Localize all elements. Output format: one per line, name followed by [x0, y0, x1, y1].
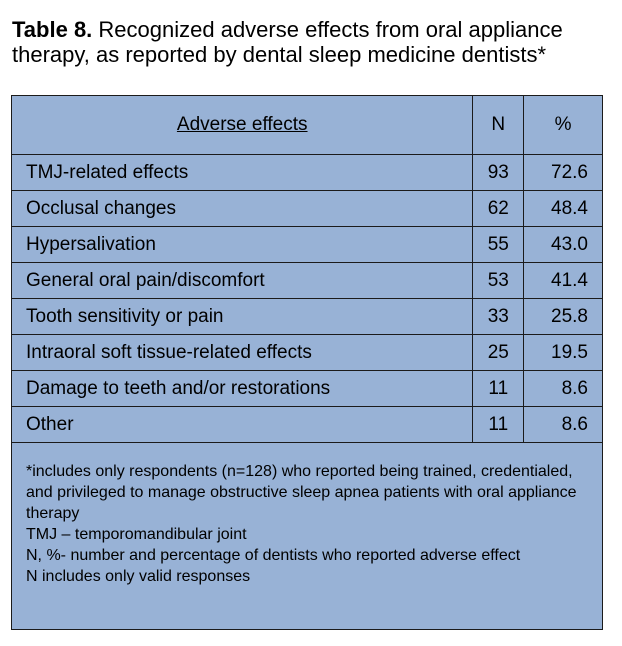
effect-cell: Other — [10, 406, 474, 443]
effect-cell: General oral pain/discomfort — [10, 262, 474, 299]
effect-cell: Damage to teeth and/or restorations — [10, 370, 474, 407]
adverse-effects-table: Adverse effects N % TMJ-related effects … — [10, 95, 603, 630]
header-adverse-effects: Adverse effects — [10, 95, 474, 155]
n-cell: 11 — [472, 406, 525, 443]
table-row: Damage to teeth and/or restorations 11 8… — [10, 370, 603, 407]
n-cell: 55 — [472, 226, 525, 263]
percent-cell: 8.6 — [523, 406, 603, 443]
header-row: Adverse effects N % — [10, 95, 603, 155]
footnote-n-percent: N, %- number and percentage of dentists … — [26, 547, 521, 564]
effect-cell: Hypersalivation — [10, 226, 474, 263]
percent-cell: 19.5 — [523, 334, 603, 371]
percent-cell: 43.0 — [523, 226, 603, 263]
header-n: N — [472, 95, 525, 155]
n-cell: 62 — [472, 190, 525, 227]
n-cell: 93 — [472, 154, 525, 191]
table-row: Other 11 8.6 — [10, 406, 603, 443]
n-cell: 33 — [472, 298, 525, 335]
effect-cell: Occlusal changes — [10, 190, 474, 227]
footnote-row: *includes only respondents (n=128) who r… — [11, 442, 603, 630]
effect-cell: Intraoral soft tissue-related effects — [10, 334, 474, 371]
table-row: Intraoral soft tissue-related effects 25… — [10, 334, 603, 371]
table-row: Tooth sensitivity or pain 33 25.8 — [10, 298, 603, 335]
table-row: Occlusal changes 62 48.4 — [10, 190, 603, 227]
footnote-valid-responses: N includes only valid responses — [26, 568, 251, 585]
table-title: Recognized adverse effects from oral app… — [12, 17, 563, 67]
table-label: Table 8. — [12, 17, 93, 42]
percent-cell: 25.8 — [523, 298, 603, 335]
table-row: General oral pain/discomfort 53 41.4 — [10, 262, 603, 299]
percent-cell: 48.4 — [523, 190, 603, 227]
effect-cell: Tooth sensitivity or pain — [10, 298, 474, 335]
percent-cell: 72.6 — [523, 154, 603, 191]
n-cell: 11 — [472, 370, 525, 407]
effect-cell: TMJ-related effects — [10, 154, 474, 191]
table-row: TMJ-related effects 93 72.6 — [10, 154, 603, 191]
table-row: Hypersalivation 55 43.0 — [10, 226, 603, 263]
table-footnotes: *includes only respondents (n=128) who r… — [11, 442, 603, 630]
percent-cell: 8.6 — [523, 370, 603, 407]
footnote-tmj: TMJ – temporomandibular joint — [26, 526, 247, 543]
n-cell: 53 — [472, 262, 525, 299]
n-cell: 25 — [472, 334, 525, 371]
footnote-respondents: *includes only respondents (n=128) who r… — [26, 463, 577, 522]
header-percent: % — [523, 95, 603, 155]
percent-cell: 41.4 — [523, 262, 603, 299]
table-caption: Table 8. Recognized adverse effects from… — [12, 17, 612, 67]
